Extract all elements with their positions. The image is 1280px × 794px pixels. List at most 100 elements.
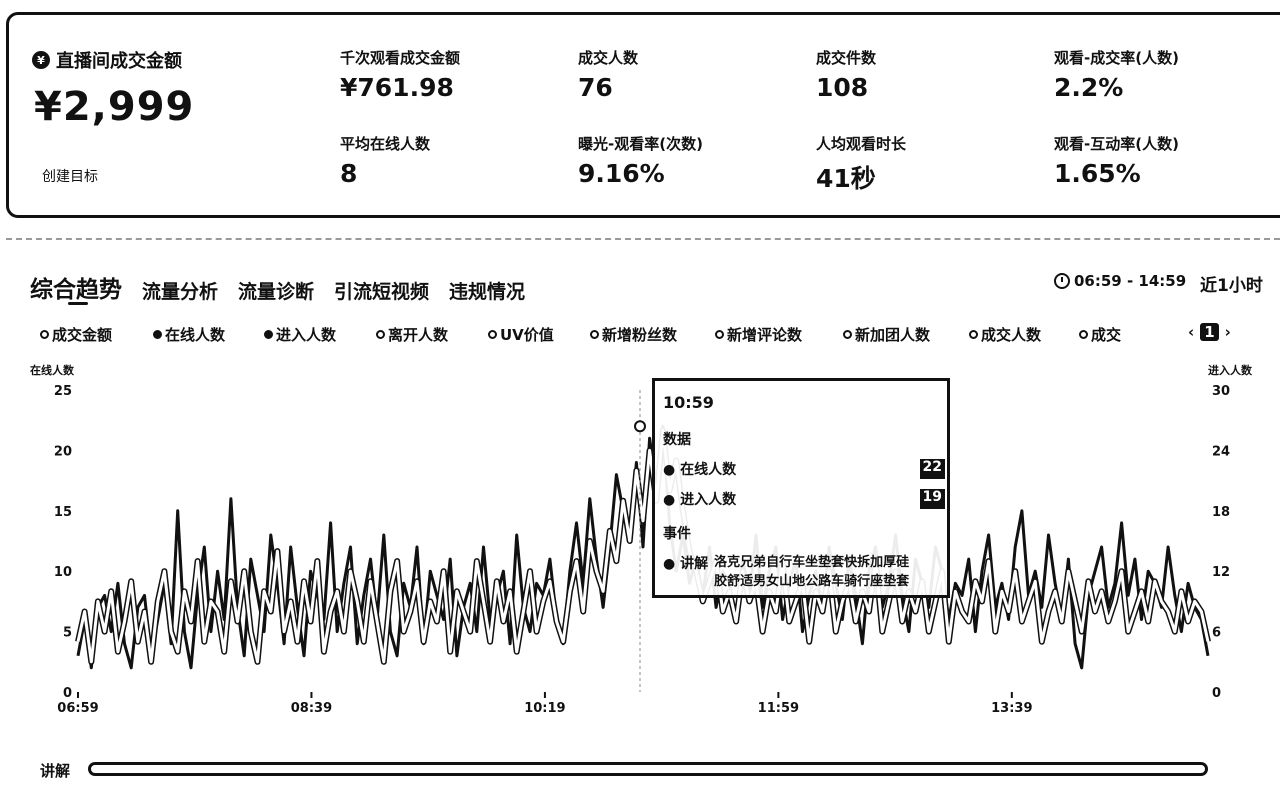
- tooltip-explain-label: ● 讲解: [663, 556, 709, 572]
- metric-watch-time: 人均观看时长 41秒: [816, 133, 906, 195]
- legend-item-new-members[interactable]: 新加团人数: [843, 324, 969, 345]
- x-tick-label: 06:59: [57, 701, 98, 716]
- legend-item-uv-value[interactable]: UV价值: [488, 324, 590, 345]
- tooltip-row-online: ● 在线人数 22: [663, 459, 945, 479]
- left-axis-title: 在线人数: [30, 363, 75, 377]
- left-tick-label: 15: [54, 505, 72, 520]
- legend-dot-icon: [488, 330, 497, 339]
- legend-item-new-fans[interactable]: 新增粉丝数: [590, 324, 715, 345]
- section-divider: [6, 238, 1280, 240]
- tooltip-explain-row: ● 讲解 洛克兄弟自行车坐垫套快拆加厚硅 胶舒适男女山地公路车骑行座垫套: [663, 553, 945, 591]
- pager-page: 1: [1200, 323, 1219, 341]
- legend-dot-icon: [264, 330, 273, 339]
- legend-item-enter[interactable]: 进入人数: [264, 324, 376, 345]
- metric-label: 观看-互动率(人数): [1054, 135, 1179, 153]
- legend-dot-icon: [376, 330, 385, 339]
- metric-label: 成交人数: [578, 49, 639, 67]
- legend-label: UV价值: [500, 326, 554, 344]
- tab-short-video[interactable]: 引流短视频: [334, 281, 430, 303]
- tooltip-row-enter: ● 进入人数 19: [663, 489, 945, 509]
- tooltip-section-title: 数据: [663, 432, 691, 448]
- legend-item-buyers[interactable]: 成交人数: [969, 324, 1079, 345]
- pager-prev-icon[interactable]: ‹: [1188, 323, 1195, 341]
- legend-item-new-comments[interactable]: 新增评论数: [715, 324, 843, 345]
- right-tick-label: 18: [1212, 505, 1230, 520]
- left-tick-label: 25: [54, 384, 72, 399]
- right-tick-label: 6: [1212, 626, 1221, 641]
- metric-value: 9.16%: [578, 159, 665, 188]
- tooltip-row-name: ● 进入人数: [663, 492, 737, 508]
- tab-traffic-analysis[interactable]: 流量分析: [142, 281, 219, 303]
- metric-value: 108: [816, 73, 869, 102]
- series-line-enter: [76, 428, 1210, 664]
- tab-overview-trend[interactable]: 综合趋势: [30, 277, 122, 303]
- metric-avg-online: 平均在线人数 8: [340, 133, 430, 188]
- gmv-label-text: 直播间成交金额: [56, 51, 182, 72]
- kpi-card: [6, 12, 1280, 218]
- x-tick-label: 10:19: [524, 701, 565, 716]
- x-tick-label: 08:39: [291, 701, 332, 716]
- metric-value: 41秒: [816, 164, 876, 193]
- active-tab-indicator: [68, 302, 88, 305]
- right-axis-title: 进入人数: [1208, 363, 1253, 377]
- legend-item-online[interactable]: 在线人数: [153, 324, 264, 345]
- tooltip-time: 10:59: [663, 393, 714, 412]
- legend-dot-icon: [969, 330, 978, 339]
- tab-violations[interactable]: 违规情况: [449, 281, 526, 303]
- metric-label: 观看-成交率(人数): [1054, 49, 1179, 67]
- pager-next-icon[interactable]: ›: [1224, 323, 1231, 341]
- time-range-picker[interactable]: 06:59 - 14:59: [1054, 272, 1186, 290]
- x-tick-label: 13:39: [991, 701, 1032, 716]
- chart-tooltip: 10:59 数据 ● 在线人数 22 ● 进入人数 19 事件 ● 讲解 洛克兄…: [652, 378, 950, 598]
- metric-gpm: 千次观看成交金额 ¥761.98: [340, 47, 460, 102]
- metric-value: 76: [578, 73, 613, 102]
- clock-icon: [1054, 273, 1070, 289]
- right-tick-label: 12: [1212, 565, 1230, 580]
- legend-dot-icon: [843, 330, 852, 339]
- metric-buyers: 成交人数 76: [578, 47, 638, 102]
- legend-label: 在线人数: [165, 326, 226, 344]
- legend-label: 新加团人数: [855, 326, 931, 344]
- tooltip-row-value: 19: [919, 489, 945, 509]
- tooltip-row-value: 22: [919, 459, 945, 479]
- left-tick-label: 0: [63, 686, 72, 701]
- metric-label: 曝光-观看率(次数): [578, 135, 703, 153]
- gmv-value: ¥2,999: [34, 84, 195, 130]
- left-tick-label: 20: [54, 444, 72, 459]
- explain-track-label: 讲解: [40, 762, 71, 780]
- tooltip-row-name: ● 在线人数: [663, 462, 737, 478]
- legend-label: 成交金额: [52, 326, 113, 344]
- metric-conversion: 观看-成交率(人数) 2.2%: [1054, 47, 1179, 102]
- legend-item-deal[interactable]: 成交: [1079, 324, 1139, 345]
- legend-dot-icon: [1079, 330, 1088, 339]
- tooltip-explain-text: 洛克兄弟自行车坐垫套快拆加厚硅 胶舒适男女山地公路车骑行座垫套: [714, 555, 910, 589]
- left-tick-label: 10: [54, 565, 72, 580]
- time-range-text: 06:59 - 14:59: [1074, 272, 1187, 290]
- metric-value: 2.2%: [1054, 73, 1124, 102]
- metric-value: 1.65%: [1054, 159, 1141, 188]
- legend-item-gmv[interactable]: 成交金额: [40, 324, 153, 345]
- metric-label: 平均在线人数: [340, 135, 431, 153]
- tab-traffic-diagnosis[interactable]: 流量诊断: [238, 281, 315, 303]
- right-tick-label: 0: [1212, 686, 1221, 701]
- last-hour-button[interactable]: 近1小时: [1200, 276, 1263, 296]
- metric-label: 成交件数: [816, 49, 877, 67]
- metric-interaction: 观看-互动率(人数) 1.65%: [1054, 133, 1179, 188]
- metric-label: 人均观看时长: [816, 135, 907, 153]
- legend-label: 成交: [1091, 326, 1122, 344]
- legend-dot-icon: [715, 330, 724, 339]
- tooltip-event-label: 事件: [663, 526, 691, 542]
- metric-label: 千次观看成交金额: [340, 49, 461, 67]
- legend-dot-icon: [40, 330, 49, 339]
- right-tick-label: 24: [1212, 444, 1230, 459]
- create-target-link[interactable]: 创建目标: [42, 169, 98, 185]
- x-tick-label: 11:59: [758, 701, 799, 716]
- timeline-slider[interactable]: [88, 762, 1208, 776]
- gmv-label: ¥ 直播间成交金额: [32, 47, 182, 73]
- trend-chart: 在线人数 进入人数 0 5 10 15 20 25 0 6 12 18 24 30 06:59 08:39 10…: [30, 363, 1253, 716]
- legend-item-leave[interactable]: 离开人数: [376, 324, 488, 345]
- legend: 成交金额 在线人数 进入人数 离开人数 UV价值 新增粉丝数 新增评论数 新加团…: [40, 324, 1170, 345]
- legend-label: 离开人数: [388, 326, 449, 344]
- hover-point: [634, 420, 646, 433]
- legend-label: 新增粉丝数: [602, 326, 678, 344]
